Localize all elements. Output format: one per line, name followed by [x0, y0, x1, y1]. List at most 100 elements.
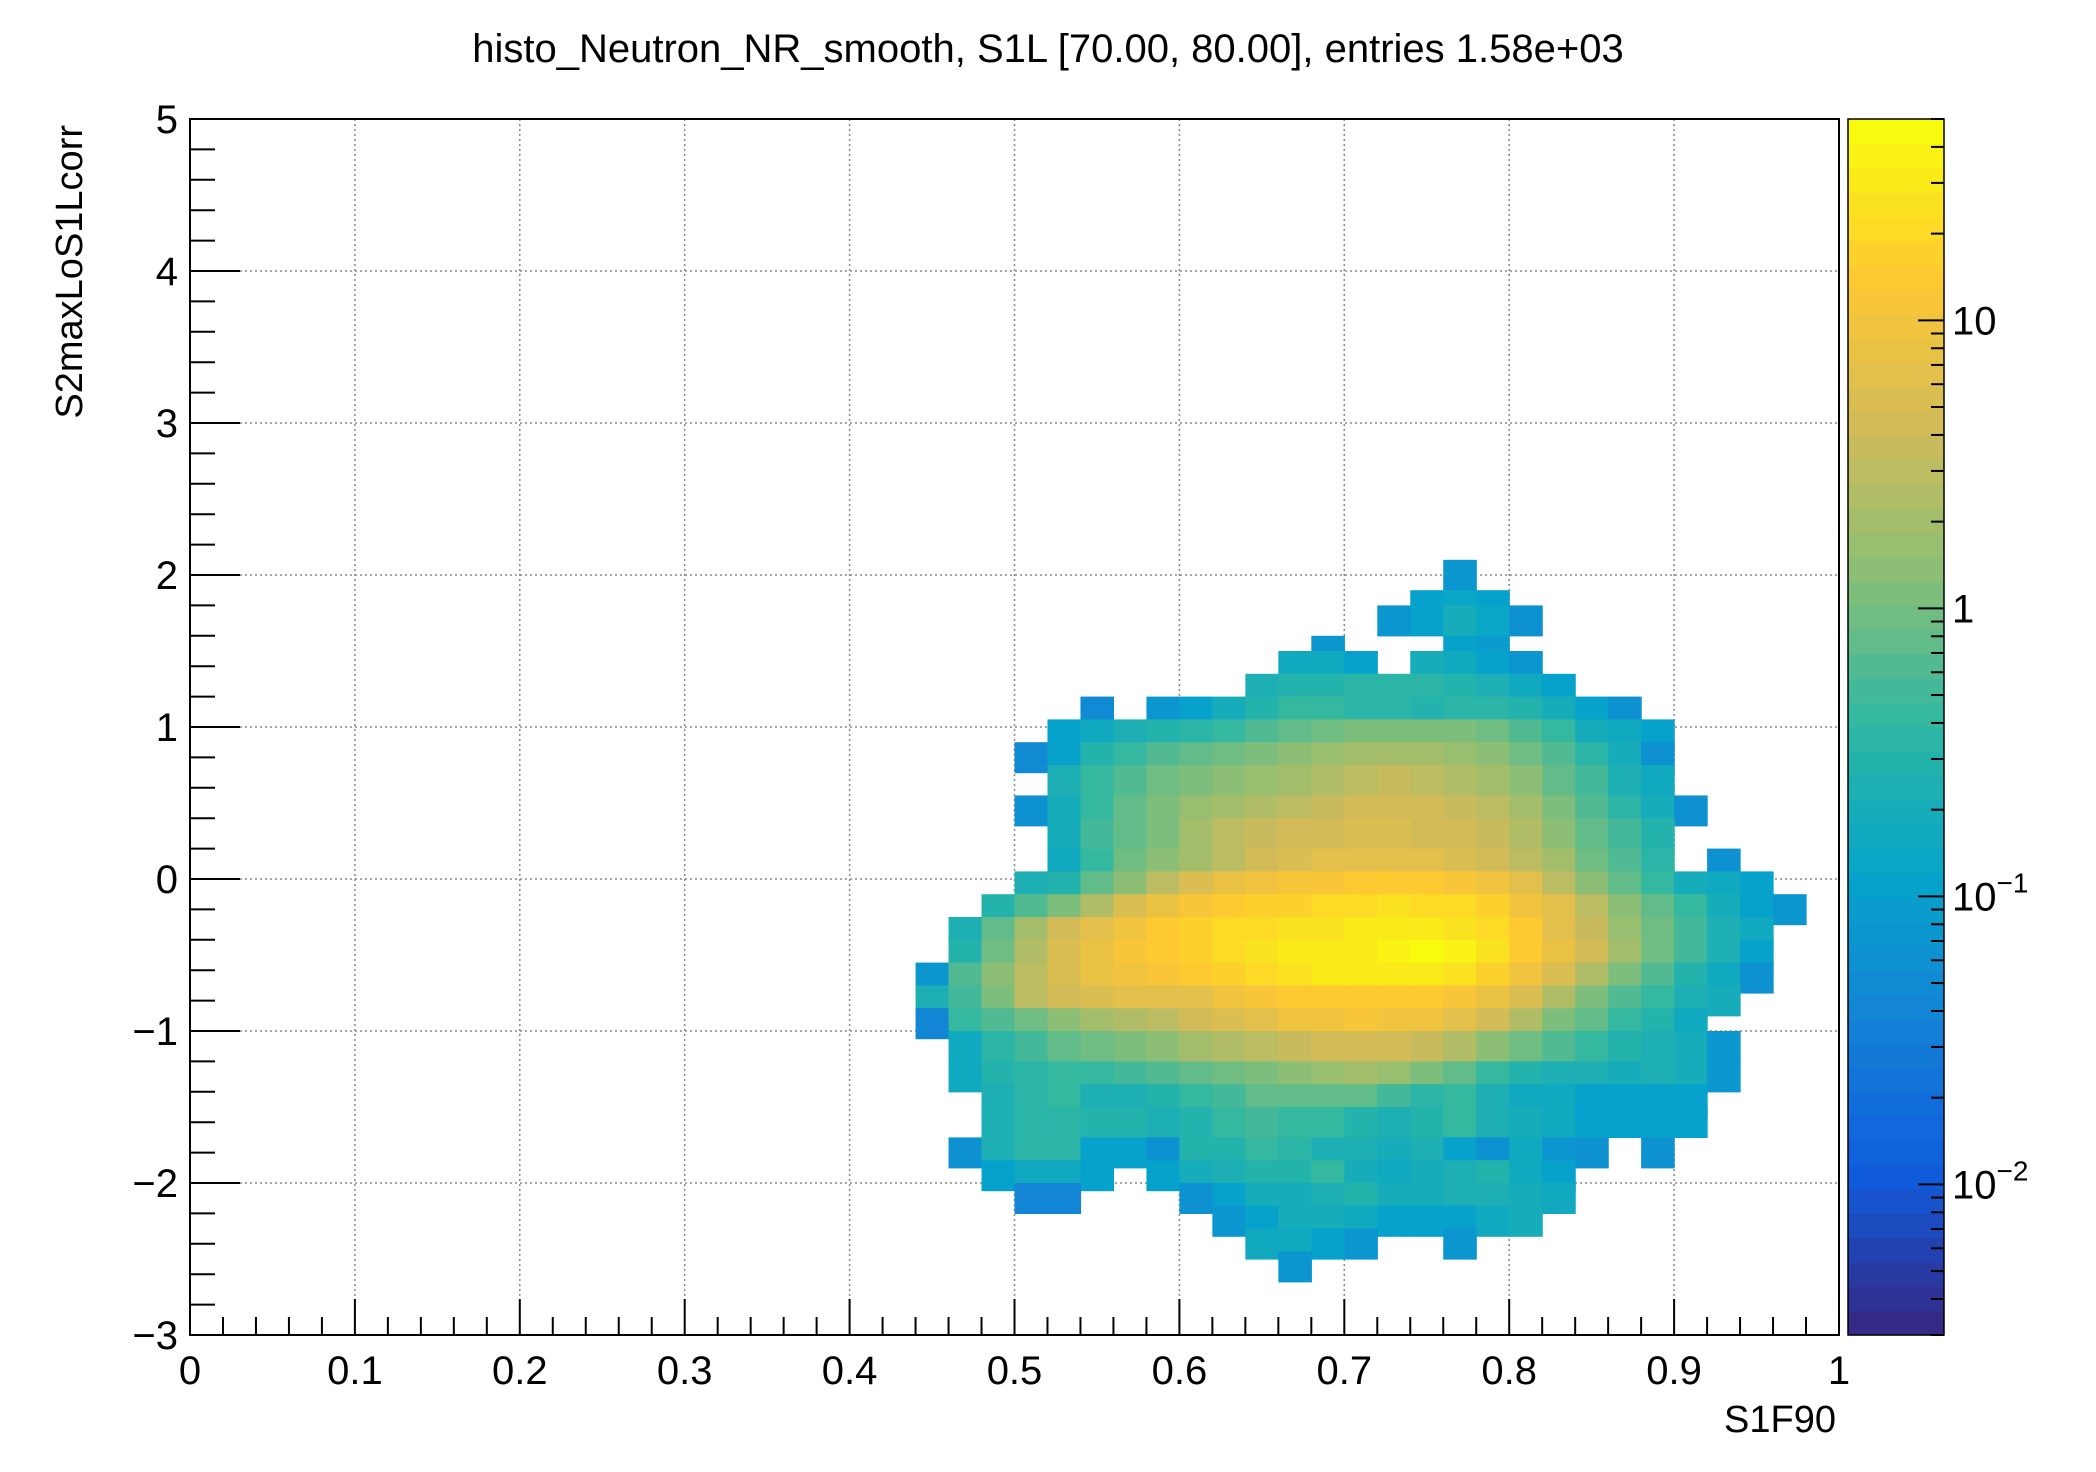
- colorbar-segment: [1848, 1189, 1944, 1214]
- heatmap-cells: [915, 559, 1807, 1283]
- heatmap-cell: [1575, 1031, 1609, 1062]
- heatmap-cell: [1410, 818, 1444, 850]
- heatmap-cell: [1014, 1183, 1049, 1214]
- heatmap-cell: [1641, 1107, 1675, 1138]
- colorbar-segment: [1848, 386, 1944, 412]
- heatmap-cell: [1014, 1107, 1049, 1138]
- heatmap-cell: [1311, 1107, 1345, 1138]
- heatmap-cell: [1212, 1107, 1246, 1138]
- heatmap-cell: [1146, 818, 1180, 850]
- heatmap-cell: [1080, 1107, 1115, 1138]
- colorbar-segment: [1848, 508, 1944, 534]
- heatmap-cell: [1311, 1031, 1345, 1062]
- colorbar-label-base: 10: [1952, 1163, 1997, 1207]
- colorbar-label-base: 1: [1952, 587, 1974, 631]
- heatmap-cell: [1344, 1107, 1378, 1138]
- heatmap-cell: [1740, 962, 1774, 994]
- colorbar-segment: [1848, 362, 1944, 388]
- heatmap-cell: [1212, 765, 1246, 796]
- heatmap-cell: [1674, 1107, 1708, 1138]
- y-tick-label: −1: [132, 1010, 178, 1054]
- colorbar-segment: [1848, 1310, 1944, 1336]
- heatmap-cell: [1575, 1137, 1609, 1169]
- heatmap-cell: [1311, 1228, 1345, 1260]
- heatmap-cell: [1443, 605, 1477, 637]
- heatmap-cell: [948, 1061, 983, 1093]
- colorbar-segment: [1848, 994, 1944, 1020]
- colorbar-label: 10: [1952, 299, 1997, 343]
- y-tick-label: −3: [132, 1314, 178, 1358]
- colorbar-segment: [1848, 678, 1944, 704]
- heatmap-cell: [1080, 818, 1115, 850]
- colorbar-segment: [1848, 1140, 1944, 1166]
- colorbar-segment: [1848, 654, 1944, 679]
- heatmap-cell: [1542, 765, 1576, 796]
- x-tick-label: 0.8: [1481, 1349, 1537, 1393]
- heatmap-cell: [1476, 1031, 1510, 1062]
- heatmap-cell: [1410, 765, 1444, 796]
- x-tick-label: 0.1: [327, 1349, 383, 1393]
- heatmap-cell: [1146, 1031, 1180, 1062]
- colorbar-segment: [1848, 167, 1944, 193]
- heatmap-cell: [1476, 818, 1510, 850]
- heatmap-cell: [1212, 1031, 1246, 1062]
- y-tick-label: 1: [156, 706, 178, 750]
- colorbar-segment: [1848, 751, 1944, 777]
- heatmap-cell: [1608, 1107, 1642, 1138]
- heatmap-cell: [1014, 795, 1049, 827]
- heatmap-cell: [1476, 765, 1510, 796]
- heatmap-cell: [1047, 765, 1082, 796]
- x-tick-label: 0: [179, 1349, 201, 1393]
- heatmap-cell: [1707, 1061, 1741, 1093]
- y-tick-label: 3: [156, 402, 178, 446]
- colorbar-label-exponent: −1: [1997, 867, 2029, 898]
- colorbar-segment: [1848, 824, 1944, 850]
- colorbar-segment: [1848, 1043, 1944, 1069]
- heatmap-cell: [1575, 765, 1609, 796]
- chart-title: histo_Neutron_NR_smooth, S1L [70.00, 80.…: [472, 27, 1624, 71]
- heatmap-cell: [1476, 1205, 1510, 1237]
- heatmap-cell: [1575, 818, 1609, 850]
- axis-ticks: [189, 118, 1840, 1336]
- heatmap-cell: [1278, 1251, 1312, 1283]
- heatmap-cell: [1179, 818, 1213, 850]
- heatmap-cell: [1080, 765, 1115, 796]
- y-tick-label: 0: [156, 858, 178, 902]
- colorbar-segment: [1848, 1213, 1944, 1239]
- x-tick-label: 1: [1828, 1349, 1850, 1393]
- y-tick-labels: −3 −2 −1 0 1 2 3 4 5: [132, 98, 178, 1358]
- colorbar-segment: [1848, 216, 1944, 242]
- colorbar-segment: [1848, 556, 1944, 582]
- x-tick-label: 0.5: [987, 1349, 1043, 1393]
- heatmap-cell: [1443, 1107, 1477, 1138]
- heatmap-cell: [1443, 818, 1477, 850]
- heatmap-cell: [1344, 818, 1378, 850]
- colorbar-segment: [1848, 410, 1944, 436]
- x-tick-label: 0.6: [1152, 1349, 1208, 1393]
- colorbar-segment: [1848, 945, 1944, 971]
- heatmap-cell: [1410, 1205, 1444, 1237]
- colorbar-segment: [1848, 289, 1944, 315]
- heatmap-cell: [1245, 1107, 1279, 1138]
- heatmap-cell: [1443, 765, 1477, 796]
- heatmap-cell: [1179, 1031, 1213, 1062]
- heatmap-cell: [1377, 605, 1411, 637]
- heatmap-cell: [1443, 559, 1477, 591]
- heatmap-cell: [1146, 765, 1180, 796]
- heatmap-cell: [1377, 1205, 1411, 1237]
- heatmap-cell: [1674, 1031, 1708, 1062]
- y-tick-label: 2: [156, 554, 178, 598]
- heatmap-cell: [1641, 1031, 1675, 1062]
- colorbar: [1847, 118, 1945, 1336]
- colorbar-segment: [1848, 775, 1944, 801]
- colorbar-segment: [1848, 264, 1944, 290]
- heatmap-cell: [948, 1137, 983, 1169]
- heatmap-cell: [1542, 818, 1576, 850]
- heatmap-cell: [1080, 1160, 1115, 1192]
- heatmap-cell: [1443, 1228, 1477, 1260]
- heatmap-cell: [1278, 1107, 1312, 1138]
- heatmap-cell: [1113, 1137, 1148, 1169]
- colorbar-segment: [1848, 483, 1944, 509]
